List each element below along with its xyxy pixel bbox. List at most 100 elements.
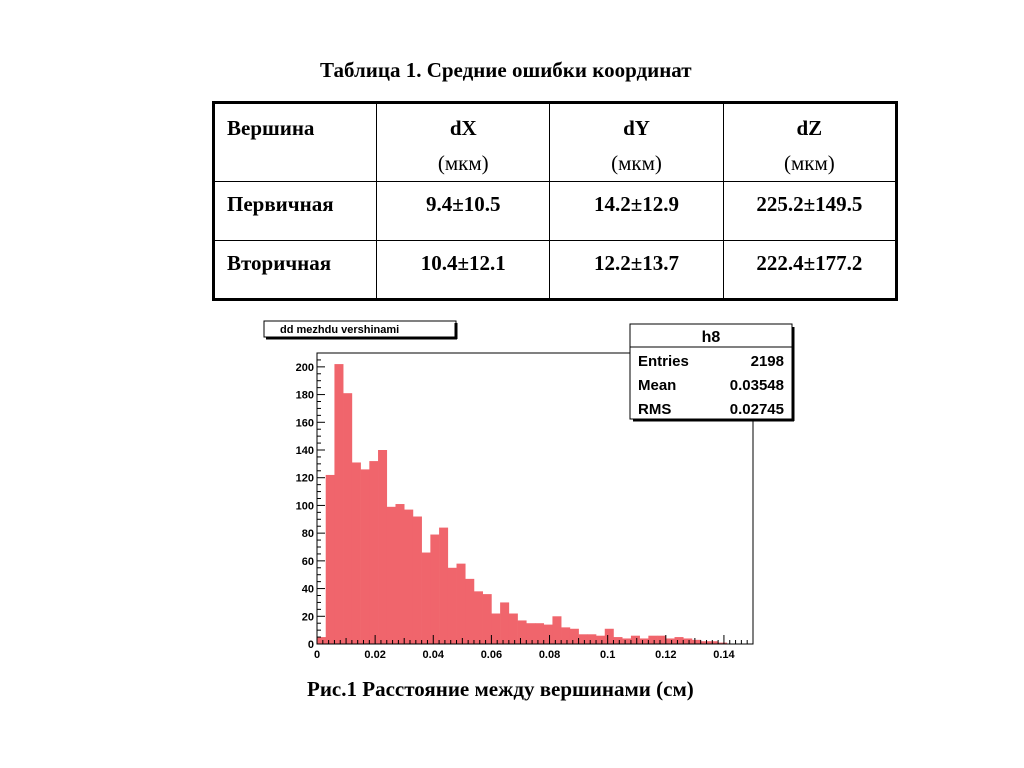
y-tick-label: 180 bbox=[296, 390, 314, 402]
header-dy-unit: (мкм) bbox=[611, 151, 662, 175]
histogram-bar bbox=[421, 552, 431, 644]
chart-title: dd mezhdu vershinami bbox=[280, 324, 399, 336]
header-dz-unit: (мкм) bbox=[783, 151, 835, 175]
header-vertex: Вершина bbox=[212, 102, 378, 182]
x-tick-label: 0 bbox=[314, 649, 320, 661]
stats-box: h8 Entries 2198 Mean 0.03548 RMS 0.02745 bbox=[629, 323, 795, 422]
histogram-bar bbox=[351, 462, 361, 644]
histogram-bar bbox=[369, 461, 379, 644]
histogram-svg: dd mezhdu vershinami 0 20 40 60 80 100 120 140 1… bbox=[263, 320, 795, 661]
histogram-bar bbox=[674, 637, 684, 644]
x-tick-label: 0.1 bbox=[600, 649, 615, 661]
histogram-bar bbox=[395, 504, 405, 644]
figure-caption: Рис.1 Расстояние между вершинами (см) bbox=[307, 677, 694, 701]
row-label-primary: Первичная bbox=[212, 181, 378, 241]
histogram-bar bbox=[430, 534, 440, 644]
y-tick-label: 120 bbox=[296, 473, 314, 485]
cell-primary-dz: 225.2±149.5 bbox=[722, 181, 898, 241]
errors-table: Вершина dX (мкм) dY (мкм) dZ (мкм) Перви… bbox=[212, 101, 898, 301]
table-caption: Таблица 1. Средние ошибки координат bbox=[320, 58, 692, 82]
histogram-bar bbox=[648, 635, 658, 644]
histogram-bars bbox=[317, 364, 728, 644]
histogram-bar bbox=[543, 624, 553, 644]
cell-secondary-dy: 12.2±13.7 bbox=[549, 240, 724, 300]
histogram-bar bbox=[665, 638, 675, 644]
cell-secondary-dx: 10.4±12.1 bbox=[376, 240, 551, 300]
x-tick-label: 0.12 bbox=[655, 649, 676, 661]
histogram-bar bbox=[700, 641, 710, 644]
histogram-bar bbox=[465, 578, 475, 644]
y-tick-label: 40 bbox=[302, 584, 314, 596]
stats-mean-value: 0.03548 bbox=[730, 377, 784, 394]
histogram-bar bbox=[561, 627, 571, 644]
y-axis: 0 20 40 60 80 100 120 140 160 180 200 bbox=[296, 352, 325, 651]
histogram-bar bbox=[508, 613, 518, 644]
x-axis: 0 0.02 0.04 0.06 0.08 0.1 0.12 0.14 bbox=[314, 635, 754, 661]
stats-rms-label: RMS bbox=[638, 401, 671, 418]
y-tick-label: 100 bbox=[296, 500, 314, 512]
table-header-row: Вершина dX (мкм) dY (мкм) dZ (мкм) bbox=[212, 102, 898, 182]
histogram-bar bbox=[343, 393, 353, 644]
header-dx-unit: (мкм) bbox=[437, 151, 489, 175]
histogram-bar bbox=[404, 509, 414, 644]
histogram-bar bbox=[613, 637, 623, 644]
x-tick-label: 0.04 bbox=[423, 649, 445, 661]
cell-secondary-dz: 222.4±177.2 bbox=[722, 240, 898, 300]
y-tick-label: 20 bbox=[302, 611, 314, 623]
stats-entries-label: Entries bbox=[638, 353, 689, 370]
histogram-bar bbox=[639, 638, 649, 644]
histogram-bar bbox=[386, 506, 396, 644]
stats-rms-value: 0.02745 bbox=[730, 401, 784, 418]
y-tick-label: 200 bbox=[296, 362, 314, 374]
x-tick-label: 0.08 bbox=[539, 649, 560, 661]
histogram-bar bbox=[630, 635, 640, 644]
histogram-bar bbox=[473, 591, 483, 644]
header-dy: dY (мкм) bbox=[549, 102, 724, 182]
y-tick-label: 0 bbox=[308, 639, 314, 651]
y-tick-label: 140 bbox=[296, 445, 314, 457]
header-dy-name: dY bbox=[623, 116, 650, 140]
histogram-bar bbox=[587, 634, 597, 644]
y-tick-label: 160 bbox=[296, 417, 314, 429]
histogram-chart: dd mezhdu vershinami 0 20 40 60 80 100 120 140 1… bbox=[258, 318, 798, 670]
histogram-bar bbox=[691, 639, 701, 644]
histogram-bar bbox=[500, 602, 510, 644]
stats-box-name: h8 bbox=[702, 329, 721, 346]
stats-mean-label: Mean bbox=[638, 377, 676, 394]
header-dz: dZ (мкм) bbox=[722, 102, 898, 182]
stats-entries-value: 2198 bbox=[751, 353, 784, 370]
histogram-bar bbox=[535, 623, 545, 644]
histogram-bar bbox=[526, 623, 536, 644]
histogram-bar bbox=[317, 637, 327, 644]
histogram-bar bbox=[325, 474, 335, 644]
header-dx: dX (мкм) bbox=[376, 102, 551, 182]
histogram-bar bbox=[439, 527, 449, 644]
cell-primary-dx: 9.4±10.5 bbox=[376, 181, 551, 241]
y-tick-label: 80 bbox=[302, 528, 314, 540]
histogram-bar bbox=[622, 638, 632, 644]
header-dx-name: dX bbox=[449, 116, 477, 140]
table-row: Первичная 9.4±10.5 14.2±12.9 225.2±149.5 bbox=[212, 181, 898, 241]
x-tick-label: 0.14 bbox=[713, 649, 735, 661]
histogram-bar bbox=[683, 638, 693, 644]
histogram-bar bbox=[552, 616, 562, 644]
header-dz-name: dZ bbox=[796, 116, 823, 140]
x-tick-label: 0.02 bbox=[364, 649, 385, 661]
histogram-bar bbox=[378, 450, 388, 644]
histogram-bar bbox=[657, 635, 667, 644]
histogram-bar bbox=[709, 641, 719, 644]
histogram-bar bbox=[491, 613, 501, 644]
stats-box-frame bbox=[629, 323, 793, 420]
table-row: Вторичная 10.4±12.1 12.2±13.7 222.4±177.… bbox=[212, 240, 898, 300]
histogram-bar bbox=[412, 516, 422, 644]
histogram-bar bbox=[456, 563, 466, 644]
histogram-bar bbox=[360, 469, 370, 644]
histogram-bar bbox=[517, 620, 527, 644]
histogram-bar bbox=[482, 594, 492, 644]
y-tick-label: 60 bbox=[302, 556, 314, 568]
histogram-bar bbox=[604, 628, 614, 644]
histogram-bar bbox=[596, 635, 606, 644]
x-tick-label: 0.06 bbox=[481, 649, 502, 661]
histogram-bar bbox=[578, 634, 588, 644]
histogram-bar bbox=[569, 628, 579, 644]
